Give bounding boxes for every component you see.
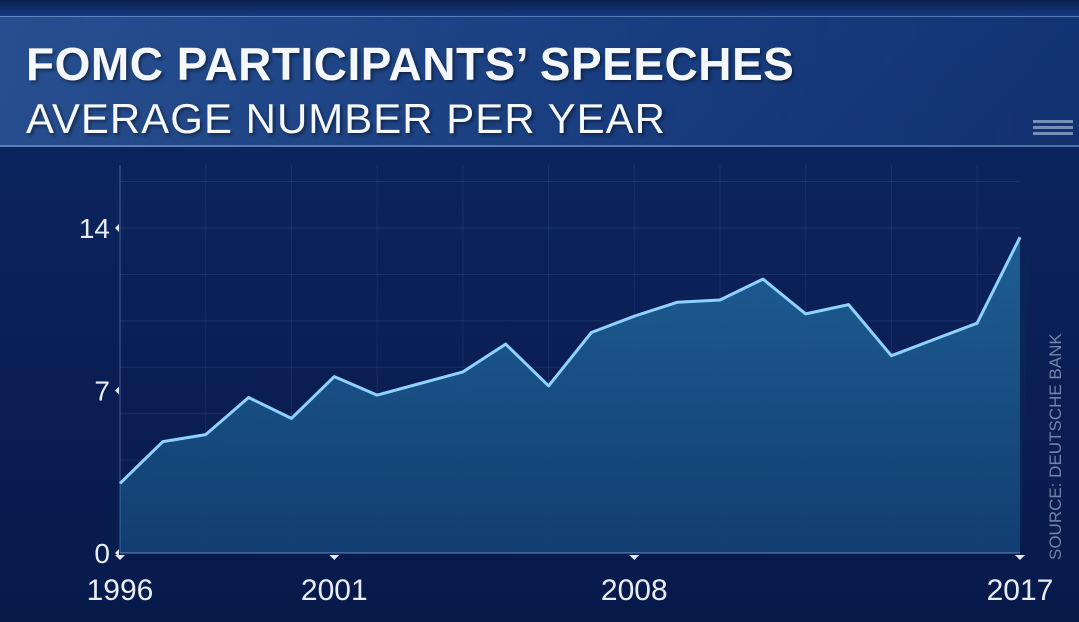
data-point-1999 — [248, 397, 250, 398]
top-accent-bar — [0, 0, 1079, 16]
x-tick-label: 2008 — [601, 574, 668, 607]
x-tick-marker — [329, 555, 340, 560]
chart-title: FOMC PARTICIPANTS’ SPEECHES — [26, 38, 795, 90]
data-point-2003 — [419, 383, 421, 384]
data-points — [119, 236, 1021, 484]
series-line — [118, 236, 1022, 485]
axes: 0 7 14 1996 2001 2008 2017 — [79, 165, 1054, 607]
y-tick-label: 0 — [94, 538, 110, 569]
network-logo-icon — [1033, 120, 1073, 135]
data-point-2004 — [462, 371, 464, 373]
y-tick-label: 14 — [79, 213, 110, 244]
data-point-2008 — [633, 315, 635, 317]
data-point-2010 — [719, 299, 721, 301]
data-point-2006 — [548, 385, 550, 387]
y-tick-label: 7 — [94, 376, 110, 407]
x-tick-label: 2017 — [987, 574, 1054, 607]
data-point-2000 — [290, 417, 292, 419]
x-tick-label: 1996 — [87, 574, 154, 607]
x-tick-label: 2001 — [301, 574, 368, 607]
data-point-2011 — [762, 278, 764, 280]
data-point-1997 — [162, 441, 164, 443]
data-point-2017 — [1019, 236, 1021, 238]
title-panel: FOMC PARTICIPANTS’ SPEECHES AVERAGE NUMB… — [0, 16, 1079, 147]
data-point-2005 — [505, 343, 507, 345]
x-tick-marker — [115, 555, 125, 560]
data-point-2007 — [590, 332, 592, 333]
y-tick-marker — [115, 224, 119, 232]
area-fill — [120, 237, 1020, 554]
data-point-2009 — [676, 301, 678, 303]
data-point-2015 — [933, 338, 935, 340]
data-point-2016 — [976, 322, 978, 324]
data-point-1996 — [119, 482, 121, 484]
x-tick-marker — [629, 555, 640, 560]
x-tick-marker — [1015, 555, 1025, 560]
source-label: SOURCE: DEUTSCHE BANK — [1046, 333, 1065, 560]
chart-subtitle: AVERAGE NUMBER PER YEAR — [26, 95, 666, 142]
data-point-2002 — [376, 394, 378, 396]
data-point-2013 — [848, 304, 850, 306]
data-point-2012 — [805, 313, 807, 315]
data-point-2001 — [333, 376, 335, 378]
data-point-2014 — [890, 355, 892, 357]
data-point-1998 — [205, 434, 207, 436]
y-tick-marker — [115, 386, 119, 395]
